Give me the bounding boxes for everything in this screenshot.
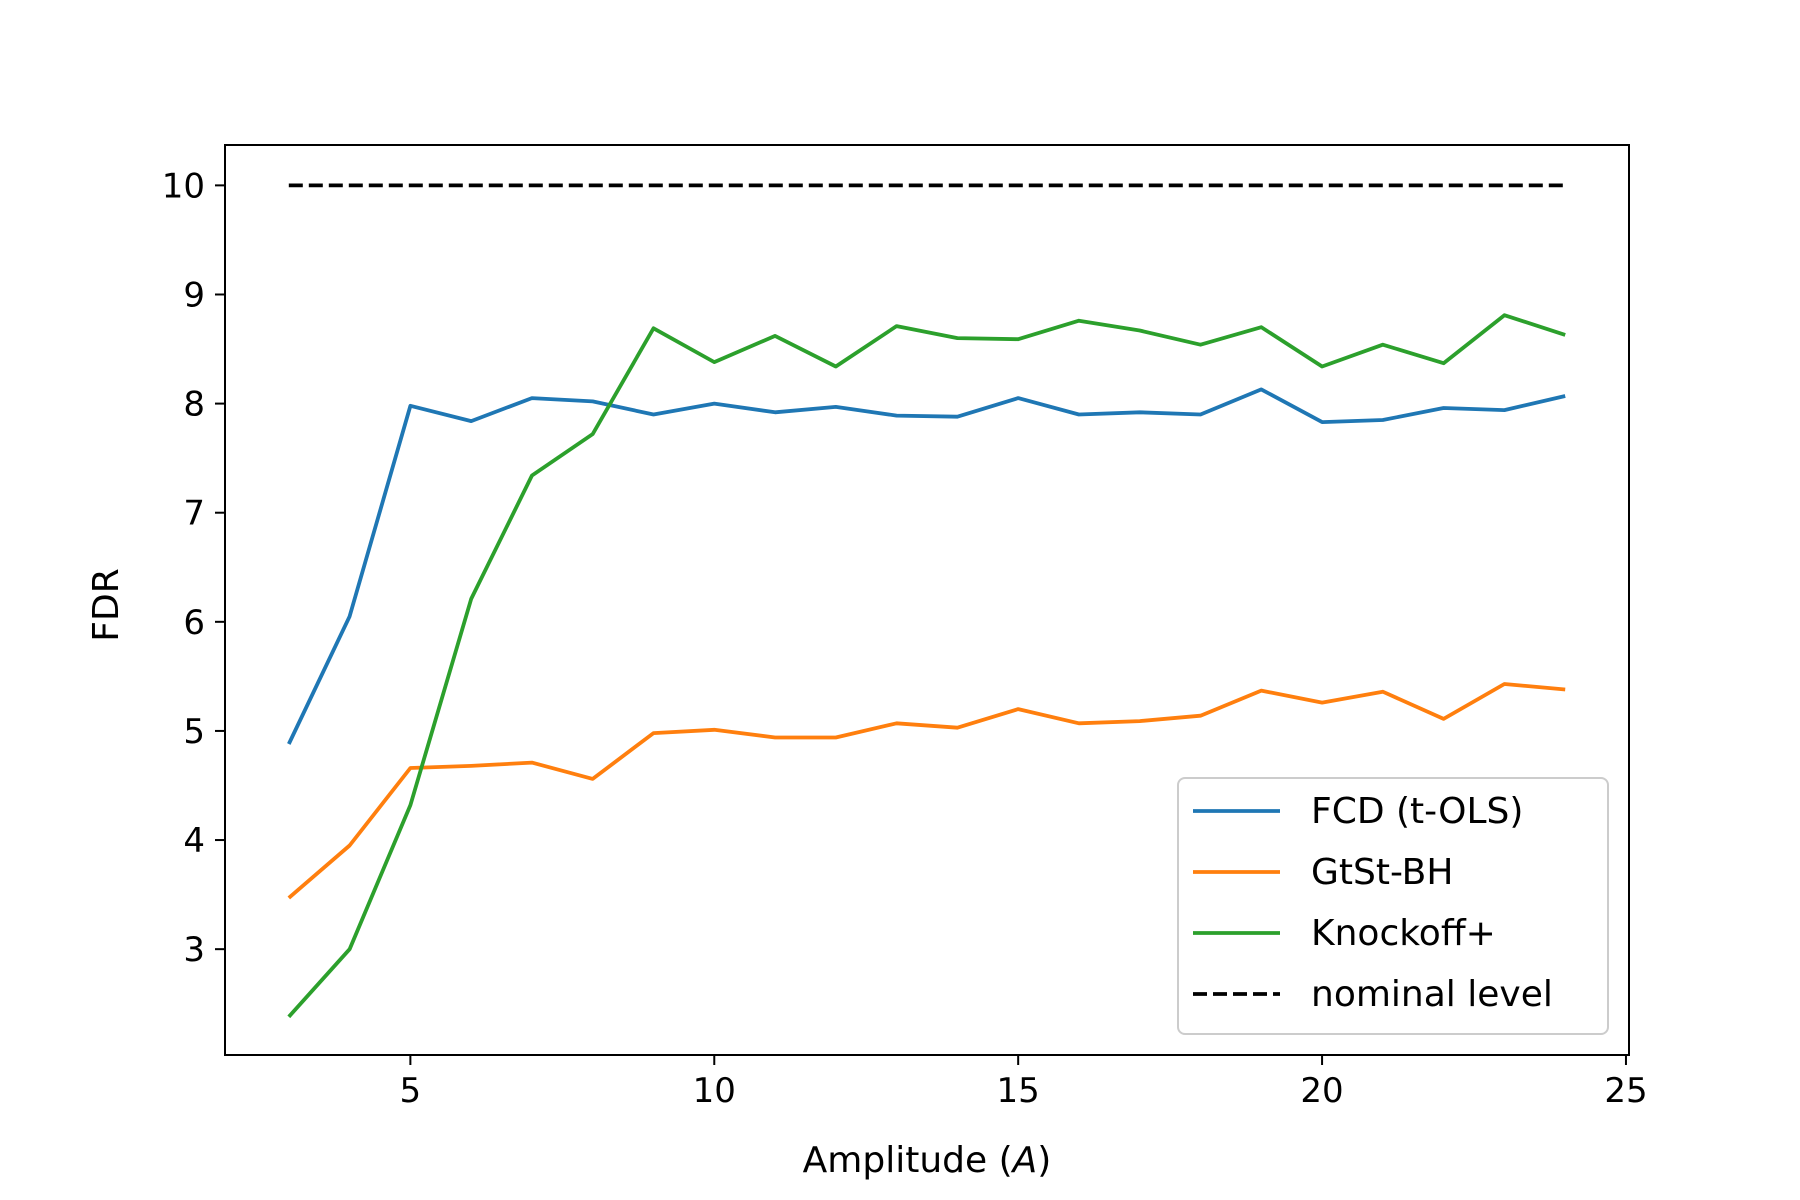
y-tick-label: 5: [183, 712, 205, 752]
y-tick-label: 4: [183, 821, 205, 861]
x-tick-label: 20: [1300, 1071, 1343, 1111]
series-layer: [287, 183, 1566, 1019]
legend-frame: [1177, 777, 1609, 1035]
legend: FCD (t-OLS) GtSt-BH Knockoff+ nominal le…: [1177, 777, 1609, 1035]
plot-area: [224, 144, 1630, 1056]
y-tick-label: 7: [183, 494, 205, 534]
y-tick-label: 10: [162, 166, 205, 206]
x-tick-label: 5: [400, 1071, 422, 1111]
x-axis-label: Amplitude (A): [803, 1140, 1052, 1181]
x-tick-label: 25: [1604, 1071, 1647, 1111]
series-line-gtst-bh: [287, 682, 1566, 900]
y-tick-label: 8: [183, 385, 205, 425]
x-axis: 5 10 15 20 25: [400, 1055, 1648, 1111]
y-axis: 3 4 5 6 7 8 9 10: [162, 166, 225, 970]
y-axis-label: FDR: [86, 568, 127, 641]
y-tick-label: 6: [183, 603, 205, 643]
legend-label-gtst: GtSt-BH: [1311, 852, 1453, 893]
x-tick-label: 10: [693, 1071, 736, 1111]
legend-label-nominal: nominal level: [1311, 974, 1553, 1015]
axes-frame: [224, 144, 1630, 1056]
legend-label-knockoff: Knockoff+: [1311, 913, 1496, 954]
series-line-fcd-t-ols: [287, 387, 1566, 745]
x-tick-label: 15: [997, 1071, 1040, 1111]
y-tick-label: 9: [183, 275, 205, 315]
series-line-knockoff-plus: [287, 313, 1566, 1019]
legend-label-fcd: FCD (t-OLS): [1311, 791, 1523, 832]
y-tick-label: 3: [183, 930, 205, 970]
